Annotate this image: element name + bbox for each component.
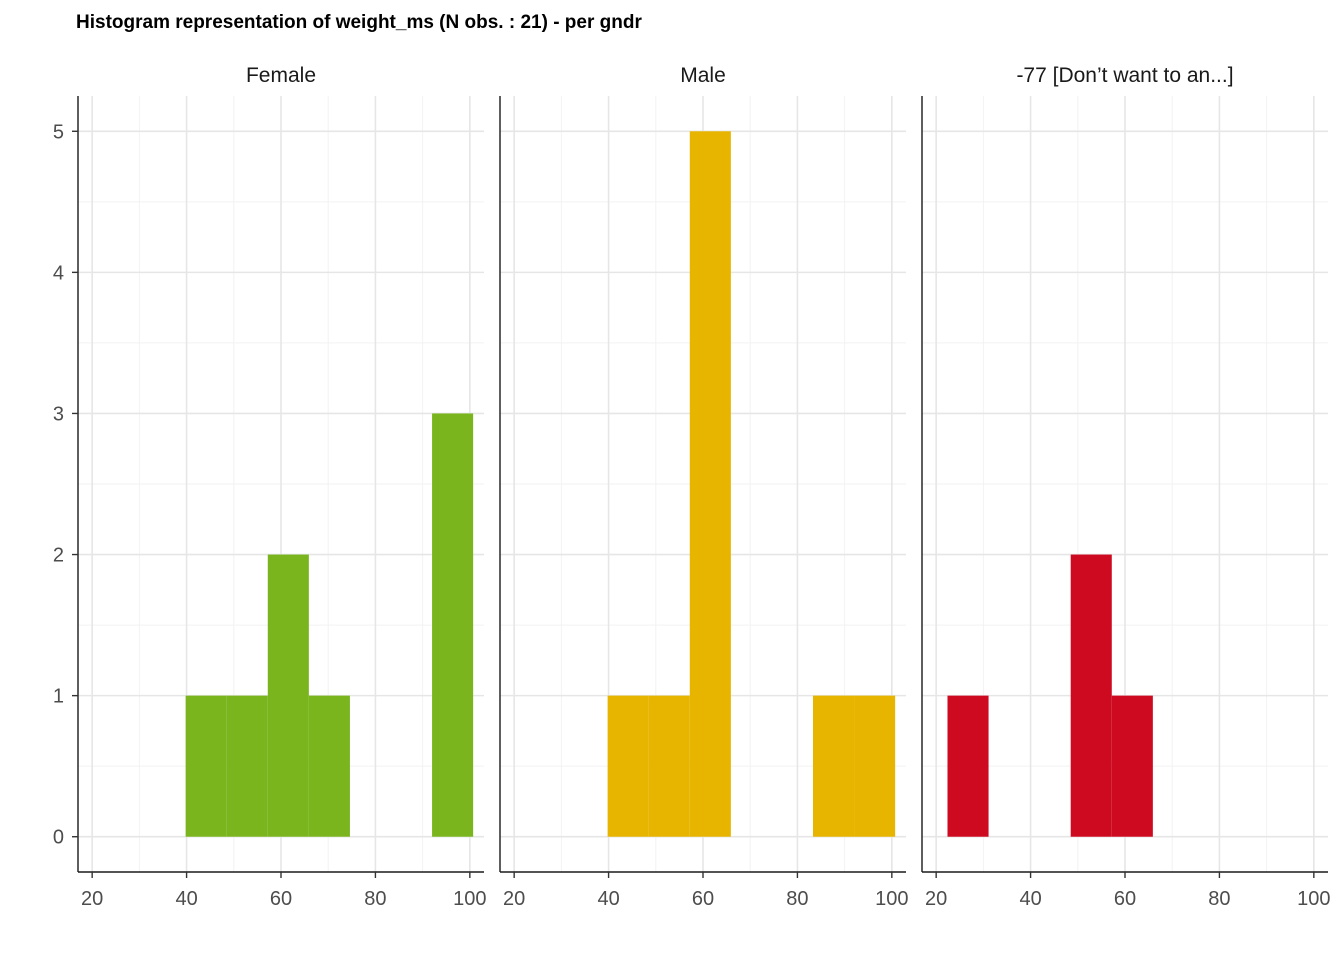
histogram-bar <box>607 695 649 837</box>
y-tick-label: 2 <box>53 545 64 567</box>
x-tick-label: 40 <box>1019 888 1041 910</box>
x-tick-label: 20 <box>925 888 947 910</box>
x-tick-label: 20 <box>81 888 103 910</box>
histogram-bar <box>854 695 896 837</box>
histogram-bar <box>1111 695 1153 837</box>
x-tick-label: 100 <box>1297 888 1330 910</box>
x-tick-label: 60 <box>692 888 714 910</box>
histogram-bar <box>689 131 731 837</box>
facet-label: -77 [Don’t want to an...] <box>1016 64 1233 87</box>
y-tick-label: 0 <box>53 827 64 849</box>
x-tick-label: 80 <box>364 888 386 910</box>
x-tick-label: 100 <box>453 888 486 910</box>
y-tick-label: 1 <box>53 686 64 708</box>
x-tick-label: 60 <box>270 888 292 910</box>
facet-label: Female <box>246 64 316 87</box>
histogram-bar <box>267 554 309 837</box>
x-tick-label: 40 <box>597 888 619 910</box>
histogram-bar <box>226 695 268 837</box>
x-tick-label: 80 <box>1208 888 1230 910</box>
histogram-bar <box>432 413 474 837</box>
y-tick-label: 4 <box>53 262 64 284</box>
x-tick-label: 100 <box>875 888 908 910</box>
facet-label: Male <box>680 64 726 87</box>
histogram-bar <box>648 695 690 837</box>
histogram-bar <box>1070 554 1112 837</box>
histogram-bar <box>185 695 227 837</box>
histogram-bar <box>308 695 350 837</box>
x-tick-label: 20 <box>503 888 525 910</box>
histogram-bar <box>947 695 989 837</box>
histogram-bar <box>812 695 855 837</box>
chart-title: Histogram representation of weight_ms (N… <box>76 12 642 33</box>
x-tick-label: 40 <box>175 888 197 910</box>
x-tick-label: 80 <box>786 888 808 910</box>
y-tick-label: 5 <box>53 121 64 143</box>
y-tick-label: 3 <box>53 403 64 425</box>
x-tick-label: 60 <box>1114 888 1136 910</box>
